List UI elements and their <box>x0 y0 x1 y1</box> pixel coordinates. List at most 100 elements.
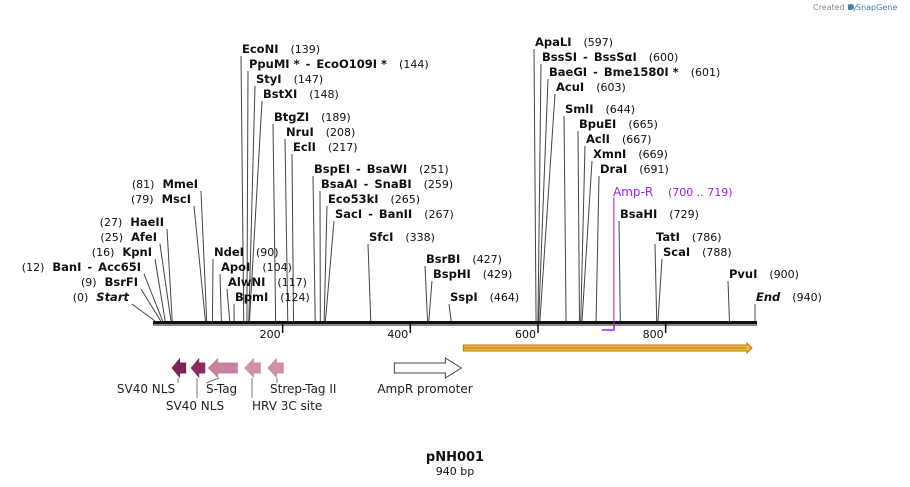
feature-leader <box>205 377 220 384</box>
site-bsssi[interactable]: BssSI - BssSαI (600) <box>542 50 678 64</box>
site-acui[interactable]: AcuI (603) <box>556 80 626 94</box>
site-tati[interactable]: TatI (786) <box>656 230 722 244</box>
site-end[interactable]: End (940) <box>756 290 822 304</box>
site-position: (788) <box>702 246 732 259</box>
site-kpni-leader <box>154 258 166 322</box>
site-name: BpmI <box>235 290 268 304</box>
site-bsaai[interactable]: BsaAI - SnaBI (259) <box>321 177 453 191</box>
feature-arrow-left <box>190 357 206 379</box>
primer-name: Amp-R <box>613 185 653 199</box>
site-ndei[interactable]: NdeI (90) <box>214 245 279 259</box>
site-econi-leader <box>240 55 245 322</box>
site-position: (669) <box>638 148 668 161</box>
site-position: (208) <box>326 126 356 139</box>
ruler-tick-label: 600 <box>515 328 536 341</box>
site-ecli[interactable]: EclI (217) <box>293 140 358 154</box>
site-drai[interactable]: DraI (691) <box>600 162 669 176</box>
site-scai[interactable]: ScaI (788) <box>663 245 732 259</box>
site-smli-leader <box>563 115 567 322</box>
feature-arrow-left <box>171 357 187 379</box>
site-name: AcuI <box>556 80 584 94</box>
site-bsrfi-leader <box>140 288 162 322</box>
site-kpni[interactable]: KpnI (16) <box>92 245 152 259</box>
feature-s-tag[interactable]: S-Tag <box>205 357 238 396</box>
sequence-backbone[interactable] <box>153 321 757 324</box>
site-xmni-leader <box>581 160 593 322</box>
site-xmni[interactable]: XmnI (669) <box>593 147 668 161</box>
site-name: KpnI <box>122 245 152 259</box>
site-name: MscI <box>162 192 191 206</box>
site-sspi[interactable]: SspI (464) <box>450 290 519 304</box>
feature-label: S-Tag <box>206 382 237 396</box>
site-start[interactable]: Start (0) <box>73 290 130 304</box>
site-bani-leader <box>143 273 164 322</box>
primer-amp-r[interactable]: Amp-R (700 .. 719) <box>601 185 733 331</box>
site-position: (601) <box>691 66 721 79</box>
feature-hrv-3c-site[interactable]: HRV 3C site <box>244 357 322 413</box>
site-bpmi[interactable]: BpmI (124) <box>235 290 310 304</box>
site-econi[interactable]: EcoNI (139) <box>242 42 320 56</box>
site-position: (644) <box>606 103 636 116</box>
orf-arrow[interactable] <box>462 341 753 355</box>
site-position: (267) <box>424 208 454 221</box>
site-name: BpuEI <box>579 117 616 131</box>
site-position: (427) <box>472 253 502 266</box>
site-ppumi[interactable]: PpuMI * - EcoO109I * (144) <box>249 57 429 71</box>
site-name: BspEI <box>314 162 350 176</box>
site-position: (9) <box>81 276 97 289</box>
site-btgzi-leader <box>272 123 277 322</box>
site-name: BspHI <box>433 267 471 281</box>
site-acli[interactable]: AclI (667) <box>586 132 652 146</box>
site-afei[interactable]: AfeI (25) <box>100 230 157 244</box>
feature-ampr-promoter[interactable]: AmpR promoter <box>377 357 473 396</box>
site-mmei[interactable]: MmeI (81) <box>132 177 198 191</box>
site-btgzi[interactable]: BtgZI (189) <box>274 110 351 124</box>
site-name-alt: Acc65I <box>98 260 141 274</box>
site-bsssi-leader <box>537 63 542 322</box>
site-position: (600) <box>649 51 679 64</box>
site-alwni[interactable]: AlwNI (117) <box>228 275 307 289</box>
site-name: ApaLI <box>535 35 572 49</box>
site-nrui[interactable]: NruI (208) <box>286 125 355 139</box>
feature-sv40-nls[interactable]: SV40 NLS <box>166 357 224 413</box>
site-name: XmnI <box>593 147 626 161</box>
site-position: (189) <box>321 111 351 124</box>
site-bsahi[interactable]: BsaHI (729) <box>620 207 699 221</box>
site-baegi[interactable]: BaeGI - Bme1580I * (601) <box>549 65 720 79</box>
site-position: (940) <box>792 291 822 304</box>
site-bpuei[interactable]: BpuEI (665) <box>579 117 658 131</box>
site-mmei-leader <box>200 190 208 322</box>
feature-label: SV40 NLS <box>117 382 175 396</box>
site-name-alt: BsaWI <box>367 162 407 176</box>
site-bsrbi[interactable]: BsrBI (427) <box>426 252 502 266</box>
site-apali[interactable]: ApaLI (597) <box>535 35 613 49</box>
site-saci[interactable]: SacI - BanII (267) <box>335 207 454 221</box>
site-bsphi[interactable]: BspHI (429) <box>433 267 512 281</box>
feature-sv40-nls[interactable]: SV40 NLS <box>117 357 187 396</box>
site-eco53ki[interactable]: Eco53kI (265) <box>328 192 420 206</box>
site-name: SmlI <box>565 102 594 116</box>
feature-label: Strep-Tag II <box>270 382 336 396</box>
site-separator: - <box>87 260 92 274</box>
site-styi[interactable]: StyI (147) <box>256 72 323 86</box>
site-apoi[interactable]: ApoI (104) <box>221 260 292 274</box>
primer-bracket <box>601 326 615 331</box>
site-bani[interactable]: Acc65I-BanI (12) <box>22 260 141 274</box>
site-name: BsaAI <box>321 177 358 191</box>
site-sfci[interactable]: SfcI (338) <box>369 230 435 244</box>
site-position: (104) <box>262 261 292 274</box>
feature-strep-tag-ii[interactable]: Strep-Tag II <box>267 357 336 396</box>
site-pvui[interactable]: PvuI (900) <box>729 267 799 281</box>
site-start-leader <box>131 303 156 322</box>
sequence-backbone-highlight <box>153 324 757 326</box>
site-bspei[interactable]: BspEI - BsaWI (251) <box>314 162 449 176</box>
site-bstxi[interactable]: BstXI (148) <box>263 87 339 101</box>
site-position: (144) <box>399 58 429 71</box>
site-bsrfi[interactable]: BsrFI (9) <box>81 275 138 289</box>
site-position: (117) <box>277 276 307 289</box>
site-position: (259) <box>424 178 454 191</box>
site-smli[interactable]: SmlI (644) <box>565 102 635 116</box>
site-msci[interactable]: MscI (79) <box>131 192 191 206</box>
site-ndei-leader <box>211 258 214 322</box>
site-haeii[interactable]: HaeII (27) <box>100 215 164 229</box>
